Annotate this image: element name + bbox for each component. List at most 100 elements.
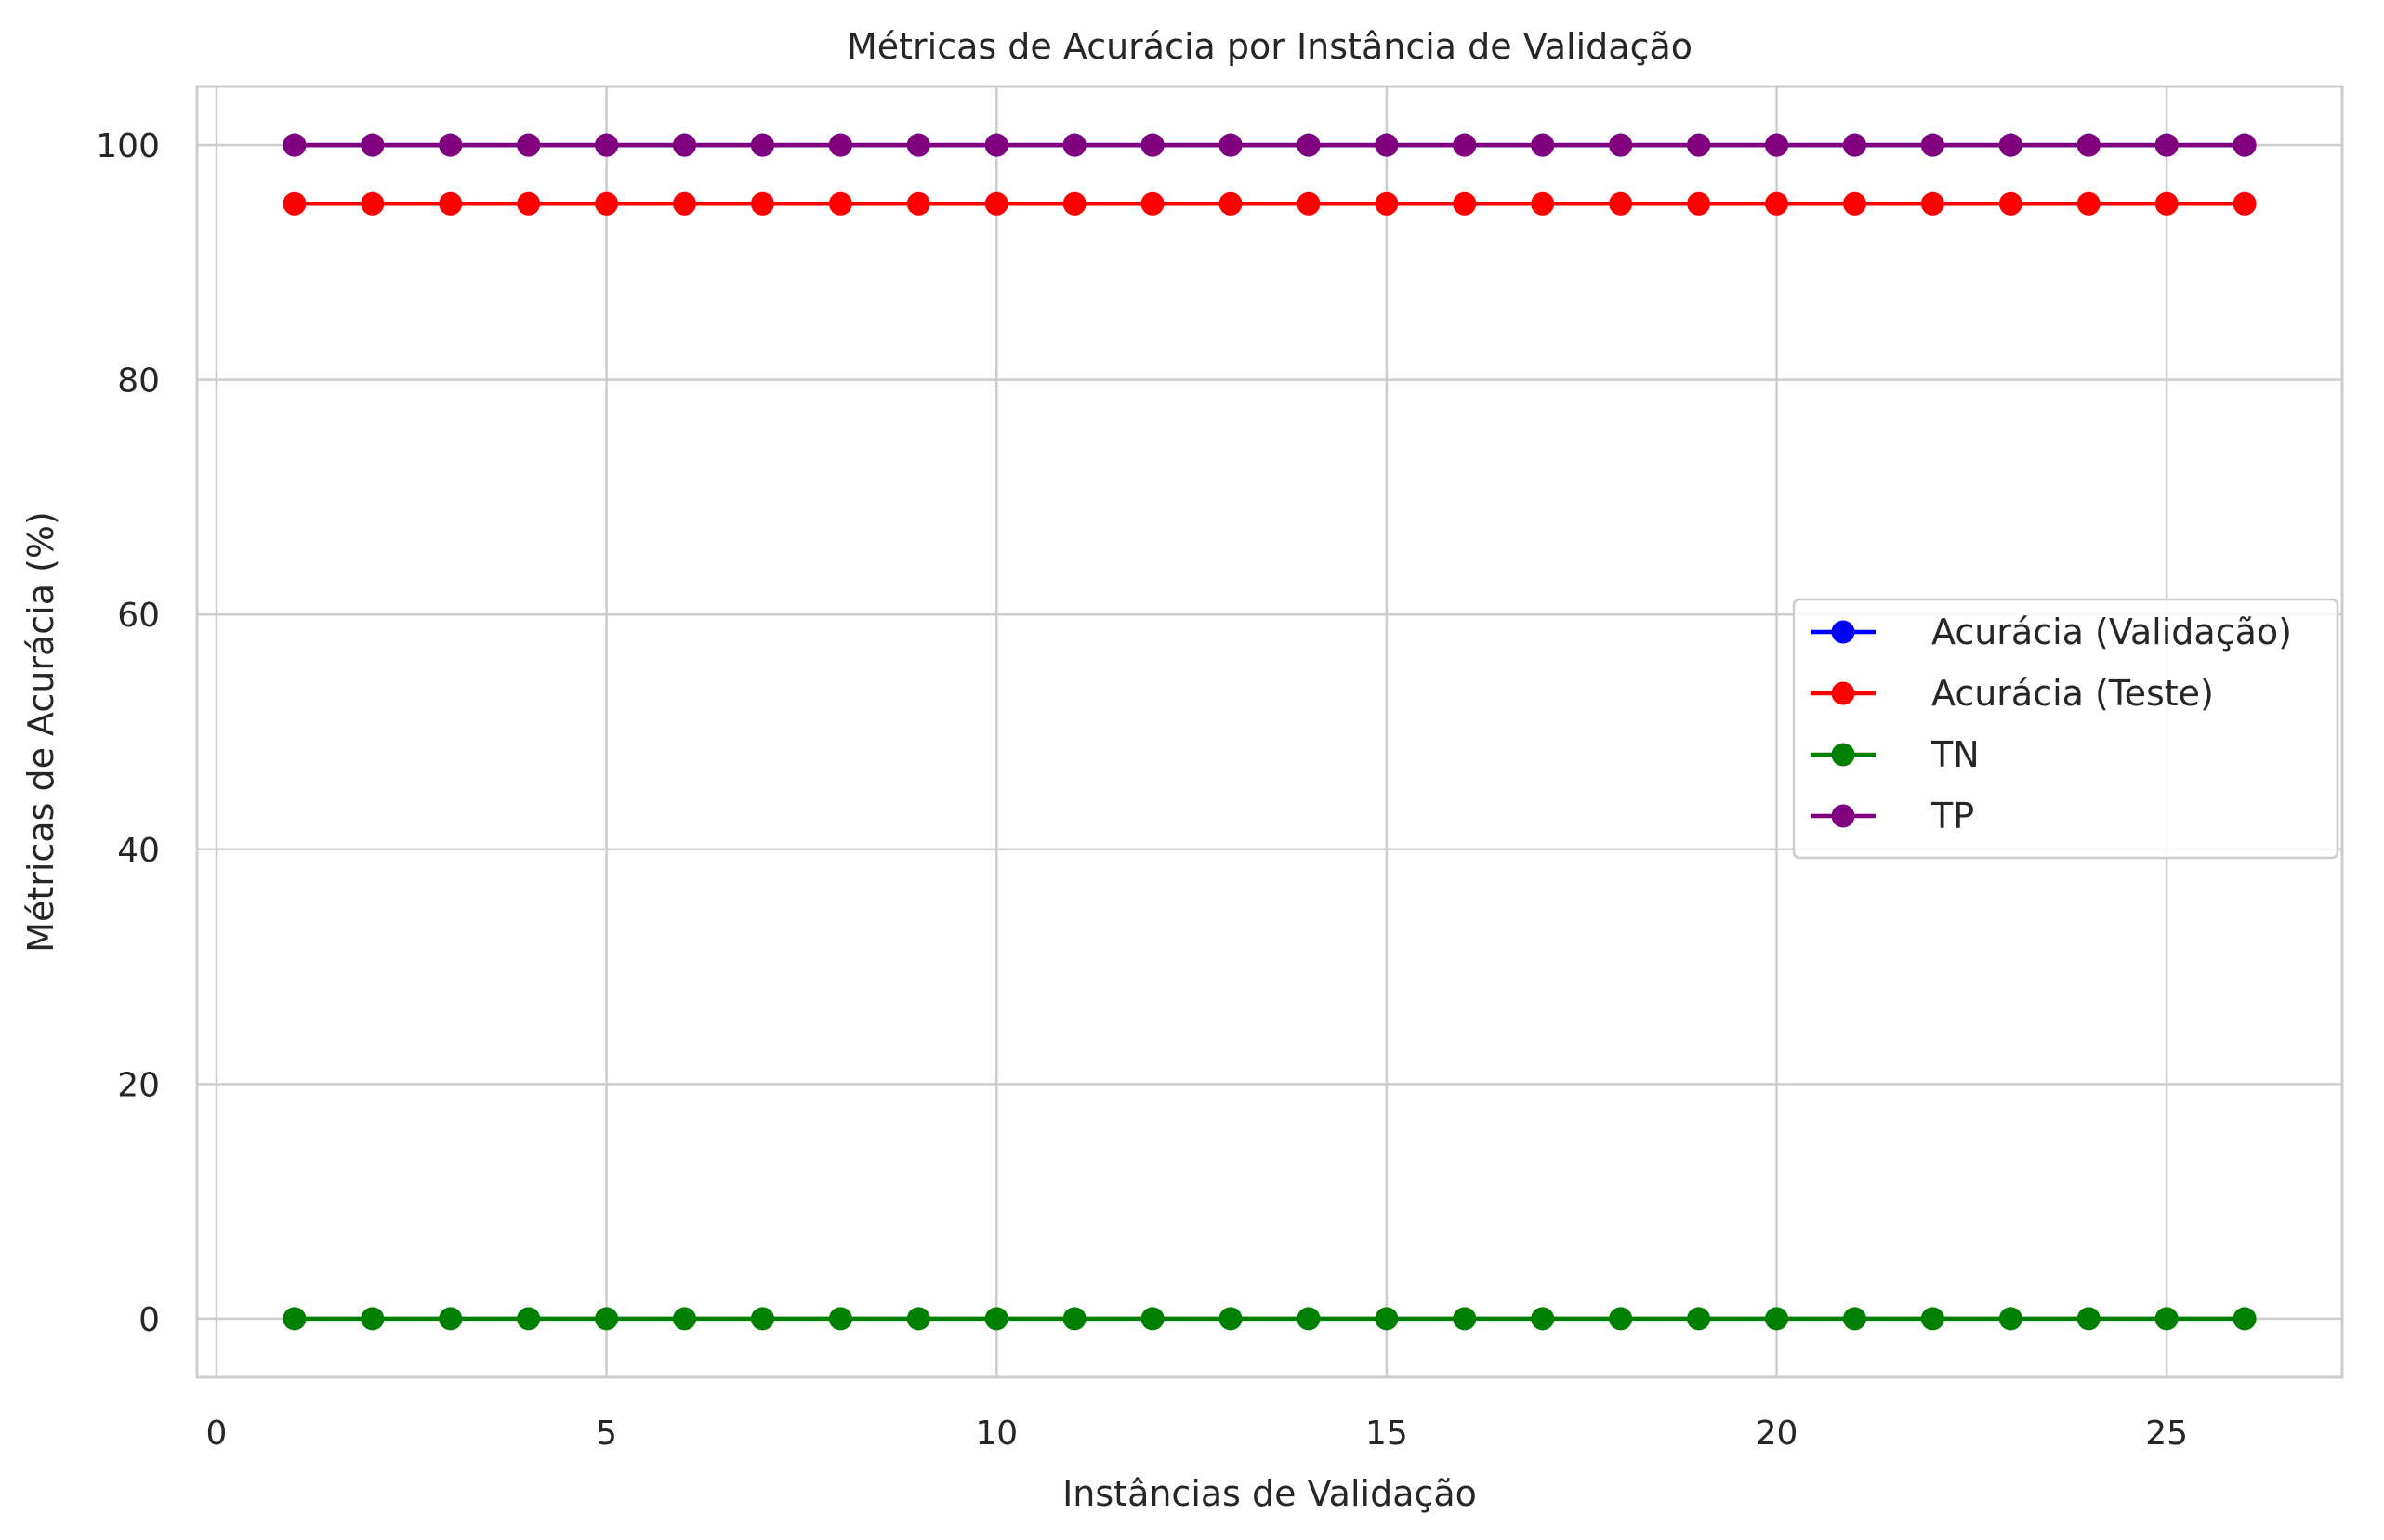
data-point <box>1998 191 2022 216</box>
legend-swatch-marker <box>1831 743 1855 767</box>
data-point <box>828 1307 852 1331</box>
data-point <box>1531 133 1555 157</box>
data-point <box>1375 1307 1399 1331</box>
data-point <box>2233 191 2257 216</box>
y-tick-label: 100 <box>96 127 160 165</box>
data-point <box>1609 133 1633 157</box>
data-point <box>1062 133 1087 157</box>
data-point <box>517 1307 541 1331</box>
data-point <box>2076 1307 2101 1331</box>
x-tick-label: 10 <box>975 1415 1018 1453</box>
chart-title: Métricas de Acurácia por Instância de Va… <box>847 26 1693 67</box>
legend-label: Acurácia (Teste) <box>1931 673 2214 714</box>
data-point <box>1531 1307 1555 1331</box>
data-point <box>906 133 930 157</box>
data-point <box>595 191 619 216</box>
data-point <box>361 1307 385 1331</box>
data-point <box>906 1307 930 1331</box>
data-point <box>750 191 774 216</box>
legend-item: Acurácia (Teste) <box>1811 673 2214 714</box>
axis-ticks: 0 5 10 15 20 25 0 20 40 60 80 100 <box>96 127 2188 1453</box>
legend-frame <box>1792 598 2339 860</box>
data-point <box>2154 191 2179 216</box>
legend-label: Acurácia (Validação) <box>1931 612 2292 652</box>
data-point <box>361 133 385 157</box>
data-point <box>1297 191 1321 216</box>
data-point <box>1531 191 1555 216</box>
data-point <box>361 191 385 216</box>
data-point <box>1375 133 1399 157</box>
data-point <box>828 191 852 216</box>
data-point <box>517 191 541 216</box>
data-point <box>1687 133 1711 157</box>
legend-label: TN <box>1930 734 1980 775</box>
data-point <box>1218 191 1243 216</box>
plot-frame <box>195 85 2344 1379</box>
y-tick-label: 20 <box>117 1066 160 1104</box>
y-tick-label: 60 <box>117 597 160 635</box>
data-point <box>673 1307 697 1331</box>
legend-swatch-marker <box>1831 681 1855 705</box>
data-point <box>1453 133 1477 157</box>
data-point <box>595 133 619 157</box>
x-tick-label: 15 <box>1365 1415 1408 1453</box>
data-point <box>439 133 463 157</box>
data-point <box>984 1307 1008 1331</box>
data-point <box>673 191 697 216</box>
data-point <box>673 133 697 157</box>
legend-label: TP <box>1930 796 1974 836</box>
data-point <box>439 191 463 216</box>
data-point <box>439 1307 463 1331</box>
series-3 <box>283 1307 2257 1331</box>
data-point <box>595 1307 619 1331</box>
legend: Acurácia (Validação) Acurácia (Teste) TN TP <box>1792 598 2339 860</box>
data-point <box>1765 133 1789 157</box>
data-point <box>1062 1307 1087 1331</box>
data-point <box>1765 191 1789 216</box>
x-tick-label: 0 <box>206 1415 228 1453</box>
data-point <box>1062 191 1087 216</box>
data-point <box>984 191 1008 216</box>
x-tick-label: 5 <box>596 1415 617 1453</box>
legend-swatch-marker <box>1831 804 1855 828</box>
data-point <box>1920 1307 1944 1331</box>
data-point <box>283 191 307 216</box>
y-tick-label: 40 <box>117 832 160 870</box>
data-point <box>1920 191 1944 216</box>
data-point <box>1842 191 1866 216</box>
data-point <box>750 133 774 157</box>
data-point <box>2233 1307 2257 1331</box>
data-point <box>1998 133 2022 157</box>
data-point <box>2076 191 2101 216</box>
legend-item: TN <box>1811 734 1980 775</box>
y-axis-label: Métricas de Acurácia (%) <box>20 511 61 953</box>
data-point <box>1842 1307 1866 1331</box>
data-point <box>1140 133 1165 157</box>
y-tick-label: 80 <box>117 362 160 401</box>
data-point <box>1687 191 1711 216</box>
series-4 <box>283 133 2257 157</box>
data-point <box>1609 1307 1633 1331</box>
data-point <box>1453 1307 1477 1331</box>
legend-swatch-marker <box>1831 620 1855 644</box>
legend-item: Acurácia (Validação) <box>1811 612 2292 652</box>
data-point <box>1297 1307 1321 1331</box>
x-tick-label: 25 <box>2145 1415 2188 1453</box>
data-point <box>1453 191 1477 216</box>
data-point <box>1218 1307 1243 1331</box>
data-point <box>1218 133 1243 157</box>
data-point <box>750 1307 774 1331</box>
data-point <box>2076 133 2101 157</box>
data-point <box>1920 133 1944 157</box>
data-point <box>283 133 307 157</box>
data-point <box>1140 1307 1165 1331</box>
data-point <box>517 133 541 157</box>
data-point <box>828 133 852 157</box>
data-point <box>2154 133 2179 157</box>
x-axis-label: Instâncias de Validação <box>1062 1473 1477 1514</box>
data-point <box>283 1307 307 1331</box>
y-tick-label: 0 <box>138 1301 160 1339</box>
data-point <box>1998 1307 2022 1331</box>
